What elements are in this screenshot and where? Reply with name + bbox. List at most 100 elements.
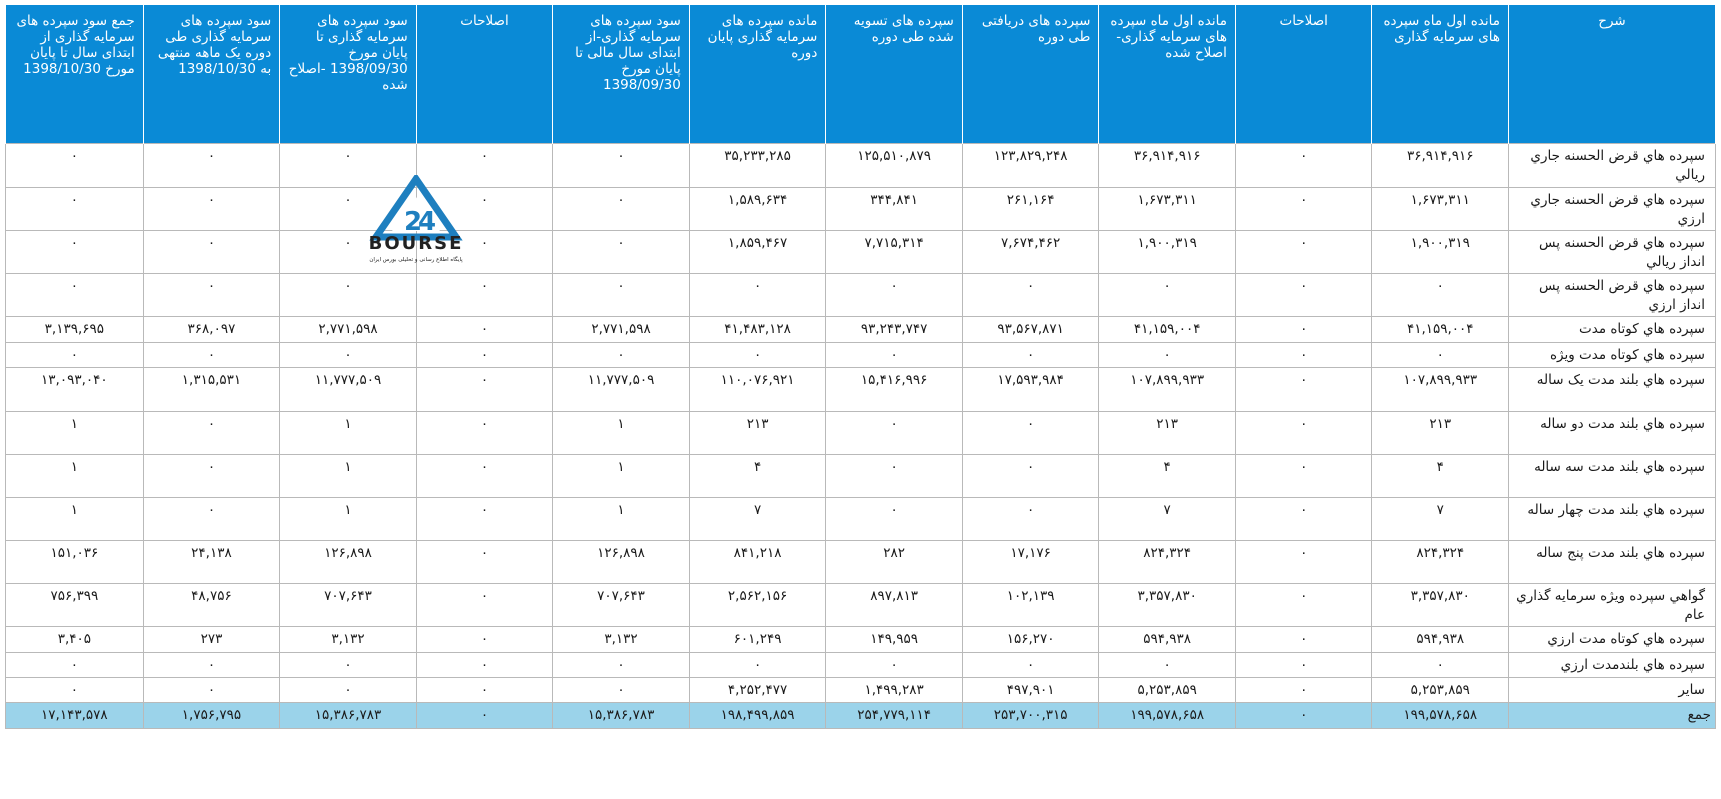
table-cell: ۰: [415, 186, 554, 231]
table-cell: ۱,۶۷۳,۳۱۱: [1098, 186, 1236, 231]
table-cell: ۳۵,۲۳۳,۲۸۵: [688, 142, 827, 188]
table-cell: ۱: [552, 496, 690, 541]
table-cell: ۰: [142, 410, 281, 455]
deposits-table: شرح مانده اول ماه سپرده های سرمایه گذاری…: [5, 5, 1716, 729]
table-cell: ۱۵,۳۸۶,۷۸۳: [552, 701, 690, 729]
table-cell: ۰: [961, 341, 1100, 368]
table-cell: ۱۱,۷۷۷,۵۰۹: [279, 366, 417, 412]
table-cell: ۰: [5, 676, 144, 703]
table-cell: ۳,۴۰۵: [5, 625, 144, 653]
table-cell: ۱۵۶,۲۷۰: [961, 625, 1100, 653]
table-cell: ۰: [1234, 453, 1373, 498]
table-cell: ۶۰۱,۲۴۹: [688, 625, 827, 653]
table-cell: ۱۹۹,۵۷۸,۶۵۸: [1371, 701, 1509, 729]
table-cell: ۰: [552, 676, 690, 703]
table-cell: ۰: [825, 410, 963, 455]
table-row: ساير ۵,۲۵۳,۸۵۹ ۰ ۵,۲۵۳,۸۵۹ ۴۹۷,۹۰۱ ۱,۴۹۹,۲۸۳ ۴…: [5, 676, 1716, 703]
table-cell: ۲,۵۶۲,۱۵۶: [688, 582, 827, 627]
table-cell: ۰: [688, 341, 827, 368]
header-interest-to-date: سود سپرده های سرمایه گذاری-از ابتدای سال…: [552, 5, 690, 143]
table-cell: ۱,۹۰۰,۳۱۹: [1371, 229, 1509, 274]
table-cell: ۰: [415, 341, 554, 368]
table-cell: ۰: [1234, 701, 1373, 729]
table-cell: ۱۷,۱۴۳,۵۷۸: [5, 701, 144, 729]
table-cell: ۳,۳۵۷,۸۳۰: [1098, 582, 1236, 627]
table-cell: ۳,۱۳۹,۶۹۵: [5, 315, 144, 343]
table-cell: ۰: [1234, 229, 1373, 274]
row-description: سپرده هاي قرض الحسنه جاري ارزي: [1508, 186, 1716, 231]
table-cell: ۰: [1234, 142, 1373, 188]
table-cell: ۷: [688, 496, 827, 541]
table-cell: ۰: [552, 142, 690, 188]
table-cell: ۰: [1098, 341, 1236, 368]
table-cell: ۰: [1234, 625, 1373, 653]
header-opening-balance: مانده اول ماه سپرده های سرمایه گذاری: [1371, 5, 1509, 143]
table-row: سپرده هاي قرض الحسنه جاري ارزي ۱,۶۷۳,۳۱۱ ۰…: [5, 186, 1716, 231]
table-cell: ۰: [1098, 651, 1236, 678]
table-cell: ۰: [5, 341, 144, 368]
table-cell: ۱۵۱,۰۳۶: [5, 539, 144, 584]
header-deposits-settled: سپرده های تسویه شده طی دوره: [825, 5, 963, 143]
table-cell: ۱۷,۱۷۶: [961, 539, 1100, 584]
table-cell: ۱: [552, 410, 690, 455]
table-cell: ۰: [1098, 272, 1236, 317]
row-description: سپرده هاي کوتاه مدت ارزي: [1508, 625, 1716, 653]
table-cell: ۳۶,۹۱۴,۹۱۶: [1371, 142, 1509, 188]
table-cell: ۰: [1234, 582, 1373, 627]
row-description: سپرده هاي بلندمدت ارزي: [1508, 651, 1716, 678]
table-row: سپرده هاي قرض الحسنه پس انداز ريالي ۱,۹۰۰…: [5, 229, 1716, 274]
table-cell: ۲۶۱,۱۶۴: [961, 186, 1100, 231]
table-cell: ۳,۱۳۲: [552, 625, 690, 653]
table-cell: ۲۸۲: [825, 539, 963, 584]
table-cell: ۰: [688, 651, 827, 678]
table-cell: ۱,۳۱۵,۵۳۱: [142, 366, 281, 412]
table-cell: ۷۰۷,۶۴۳: [279, 582, 417, 627]
table-row: سپرده هاي بلند مدت سه ساله ۴ ۰ ۴ ۰ ۰ ۴ ۱ ۰ ۱ ۰ ۱: [5, 453, 1716, 498]
table-cell: ۰: [1371, 651, 1509, 678]
header-interest-adjustments: اصلاحات: [415, 5, 554, 143]
table-cell: ۰: [1234, 410, 1373, 455]
table-cell: ۱۰۲,۱۳۹: [961, 582, 1100, 627]
table-cell: ۰: [1234, 272, 1373, 317]
table-cell: ۰: [142, 496, 281, 541]
row-description: ساير: [1508, 676, 1716, 703]
table-cell: ۰: [279, 341, 417, 368]
table-cell: ۱۵,۳۸۶,۷۸۳: [279, 701, 417, 729]
table-cell: ۱۳,۰۹۳,۰۴۰: [5, 366, 144, 412]
table-cell: ۰: [1234, 651, 1373, 678]
table-cell: ۱,۹۰۰,۳۱۹: [1098, 229, 1236, 274]
table-cell: ۰: [142, 341, 281, 368]
table-cell: ۲۱۳: [1098, 410, 1236, 455]
table-cell: ۰: [961, 453, 1100, 498]
table-cell: ۲۱۳: [1371, 410, 1509, 455]
table-cell: ۰: [825, 453, 963, 498]
table-cell: ۱۲۵,۵۱۰,۸۷۹: [825, 142, 963, 188]
table-row: سپرده هاي بلند مدت پنج ساله ۸۲۴,۳۲۴ ۰ ۸۲۴,۳…: [5, 539, 1716, 584]
table-row: سپرده هاي قرض الحسنه پس انداز ارزي ۰ ۰ ۰ ۰ ۰ ۰…: [5, 272, 1716, 317]
header-opening-balance-adjusted: مانده اول ماه سپرده های سرمایه گذاری- اص…: [1098, 5, 1236, 143]
row-description: گواهي سپرده ويژه سرمايه گذاري عام: [1508, 582, 1716, 627]
table-cell: ۸۲۴,۳۲۴: [1098, 539, 1236, 584]
header-deposits-received: سپرده های دریافتی طی دوره: [961, 5, 1100, 143]
table-cell: ۲,۷۷۱,۵۹۸: [552, 315, 690, 343]
table-row: سپرده هاي بلند مدت دو ساله ۲۱۳ ۰ ۲۱۳ ۰ ۰ ۲۱۳ ۱ ۰…: [5, 410, 1716, 455]
table-cell: ۰: [415, 582, 554, 627]
table-cell: ۰: [688, 272, 827, 317]
table-cell: ۱۰۷,۸۹۹,۹۳۳: [1098, 366, 1236, 412]
table-cell: ۴,۲۵۲,۴۷۷: [688, 676, 827, 703]
table-cell: ۰: [5, 142, 144, 188]
table-cell: ۰: [415, 625, 554, 653]
table-row: سپرده هاي قرض الحسنه جاري ريالي ۳۶,۹۱۴,۹۱…: [5, 142, 1716, 188]
table-cell: ۹۳,۲۴۳,۷۴۷: [825, 315, 963, 343]
table-row: گواهي سپرده ويژه سرمايه گذاري عام ۳,۳۵۷,۸…: [5, 582, 1716, 627]
table-cell: ۱: [5, 496, 144, 541]
table-cell: ۴: [1371, 453, 1509, 498]
table-cell: ۰: [415, 701, 554, 729]
table-cell: ۰: [415, 315, 554, 343]
header-adjustments: اصلاحات: [1234, 5, 1373, 143]
table-cell: ۰: [552, 186, 690, 231]
table-cell: ۲,۷۷۱,۵۹۸: [279, 315, 417, 343]
table-cell: ۱۲۳,۸۲۹,۲۴۸: [961, 142, 1100, 188]
table-cell: ۰: [142, 186, 281, 231]
table-cell: ۵۹۴,۹۳۸: [1098, 625, 1236, 653]
